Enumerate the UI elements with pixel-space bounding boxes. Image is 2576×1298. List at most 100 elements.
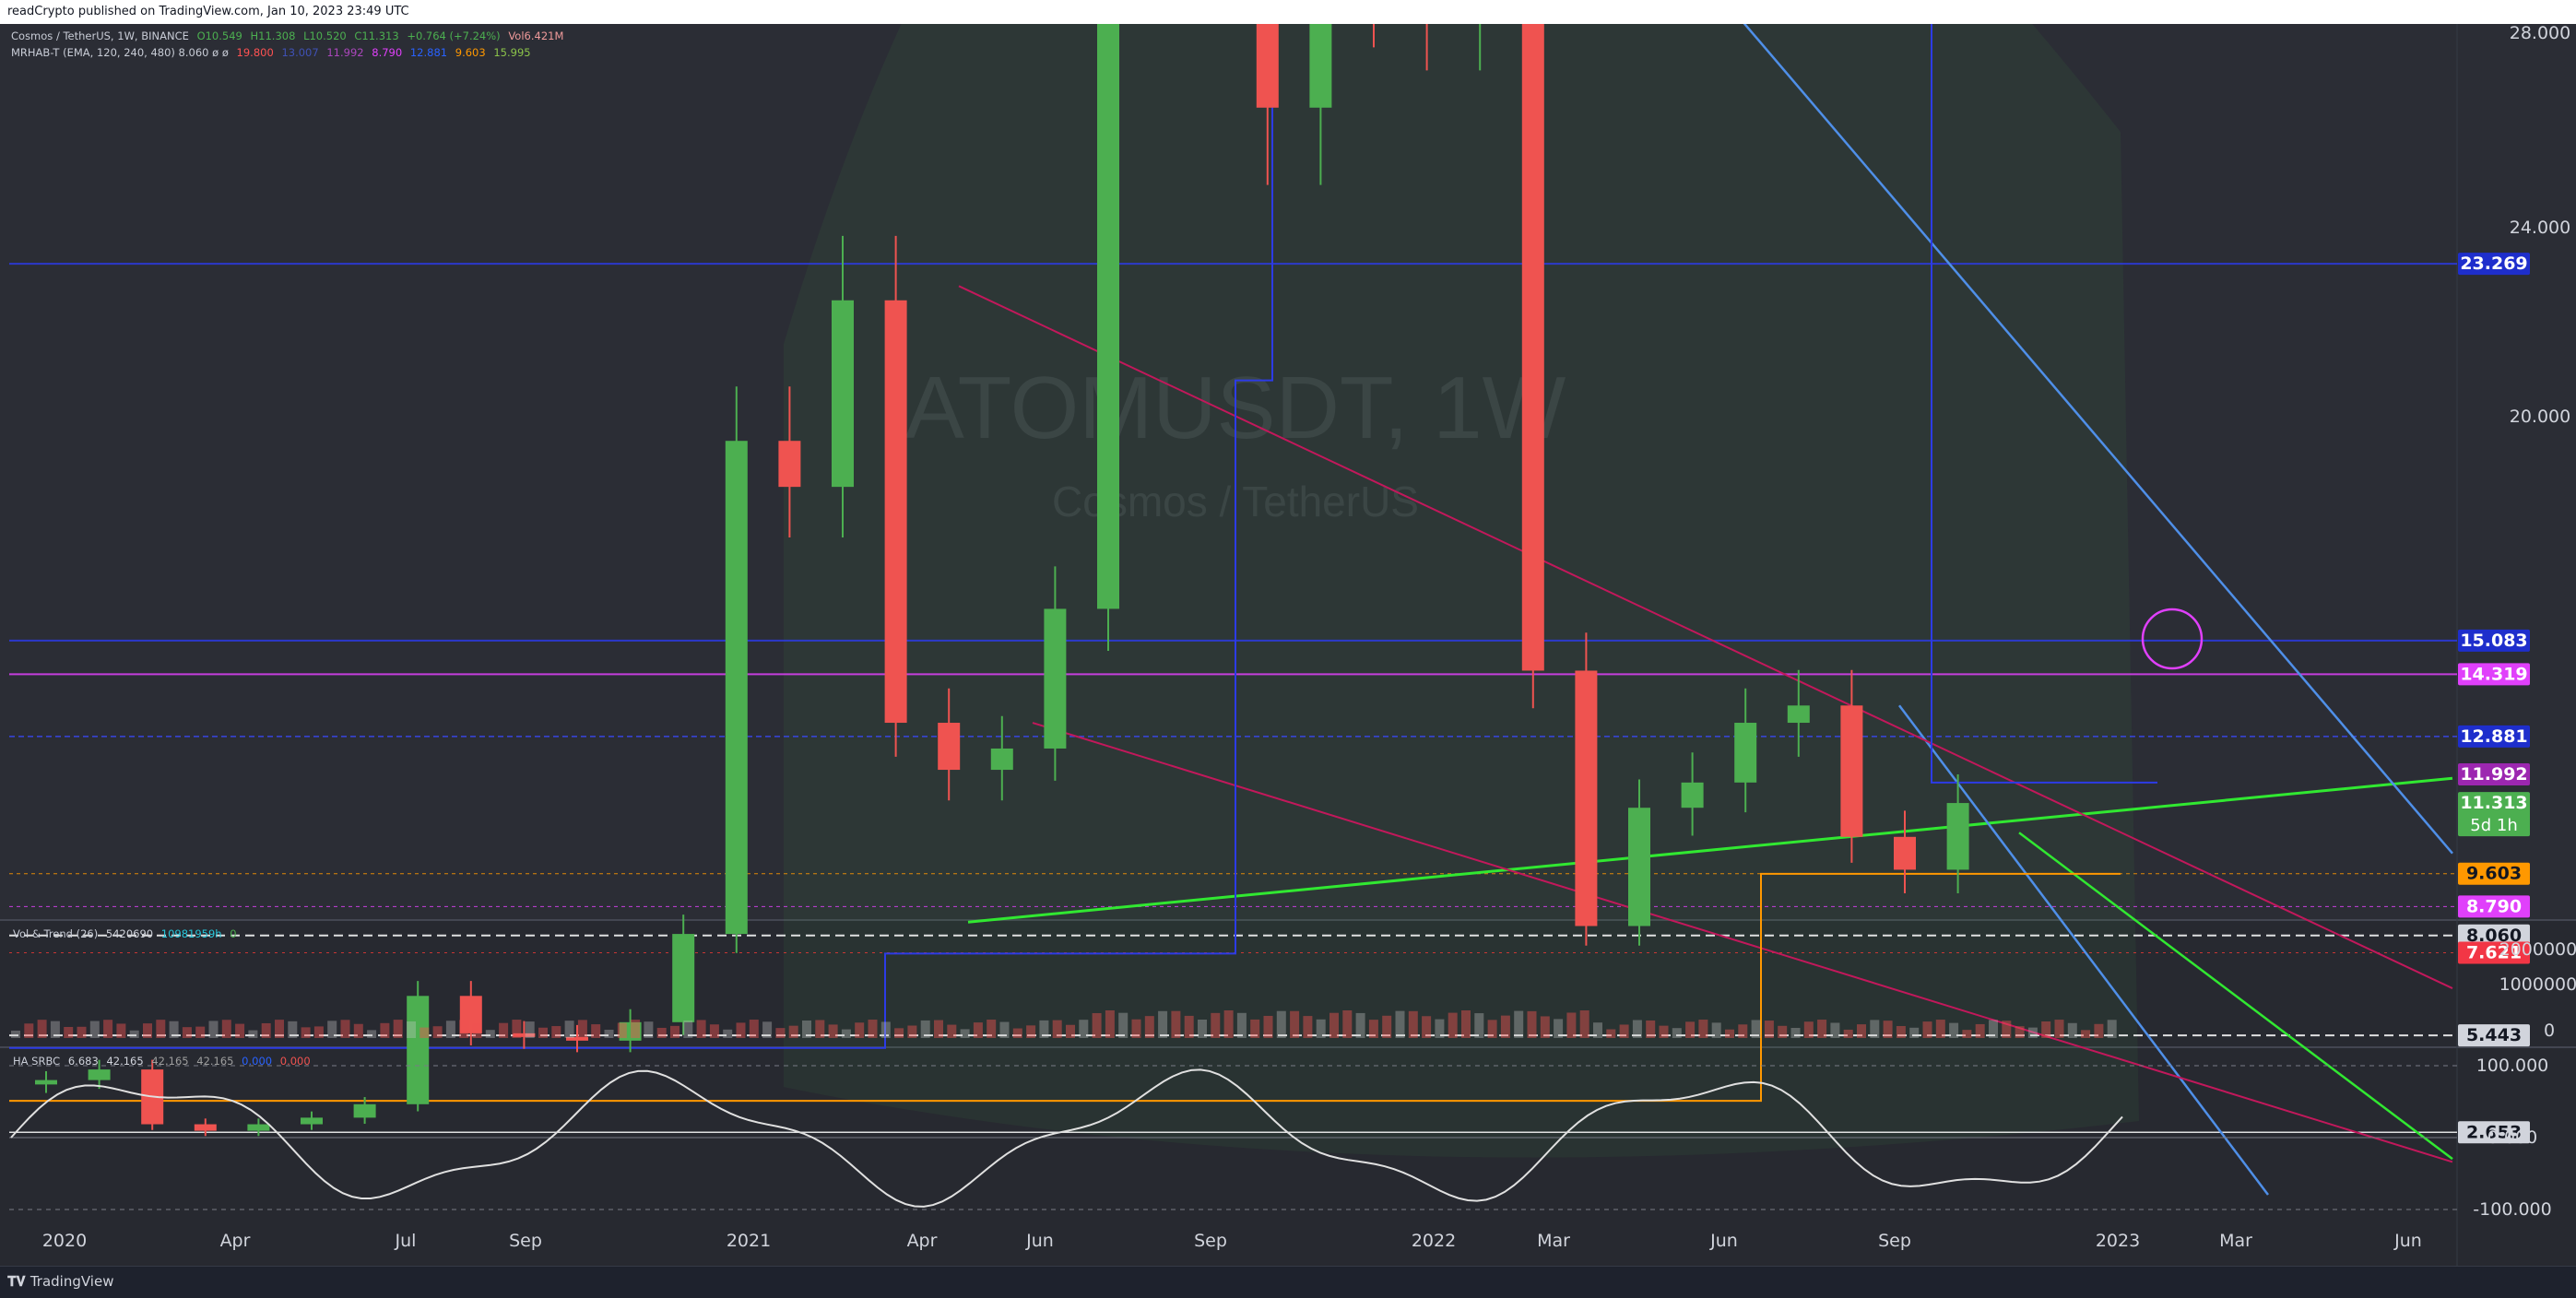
ohlc-high: H11.308 bbox=[250, 30, 296, 42]
trend-line-green bbox=[2018, 832, 2453, 1161]
trend-line-green bbox=[967, 776, 2453, 924]
volume-bar bbox=[512, 1020, 522, 1038]
candle-body bbox=[938, 723, 961, 771]
time-tick-label: Sep bbox=[1878, 1231, 1911, 1251]
price-chart[interactable]: ATOMUSDT, 1WCosmos / TetherUS48.00044.00… bbox=[0, 24, 2576, 1266]
volume-bar bbox=[1659, 1025, 1669, 1038]
volume-bar bbox=[1144, 1016, 1154, 1038]
volume-bar bbox=[275, 1020, 284, 1038]
volume-bar bbox=[235, 1023, 245, 1038]
price-tag-label: 5.443 bbox=[2466, 1025, 2522, 1045]
volume-bar bbox=[1395, 1010, 1405, 1038]
step-line-orange bbox=[9, 872, 2121, 1103]
price-tag bbox=[2458, 895, 2530, 918]
volume-bar bbox=[2015, 1026, 2025, 1038]
volume-bar bbox=[1527, 1010, 1537, 1038]
tradingview-logo[interactable]: 𝐓𝐕 TradingView bbox=[7, 1273, 113, 1290]
time-tick-label: 2021 bbox=[727, 1231, 771, 1251]
indicator-value: 9.603 bbox=[455, 46, 486, 59]
candle-body bbox=[619, 1021, 642, 1041]
volume-bar bbox=[577, 1020, 587, 1038]
volume-bar bbox=[37, 1020, 47, 1038]
price-tag bbox=[2458, 629, 2530, 652]
volume-bar bbox=[1579, 1010, 1589, 1038]
price-tag-label: 9.603 bbox=[2466, 864, 2522, 884]
candle-body bbox=[672, 934, 695, 1022]
volume-bar bbox=[868, 1020, 878, 1038]
price-tag bbox=[2458, 725, 2530, 748]
oscillator-legend: HA SRBC 6.683 42.165 42.165 42.165 0.000… bbox=[13, 1055, 315, 1068]
volume-bar bbox=[1857, 1024, 1866, 1038]
volume-bar bbox=[2027, 1027, 2038, 1038]
volume-bar bbox=[894, 1028, 904, 1038]
volume-bar bbox=[1646, 1020, 1656, 1038]
candle-body bbox=[884, 300, 907, 724]
volume-bar bbox=[1962, 1030, 1972, 1038]
volume-bar bbox=[1989, 1020, 1998, 1038]
circle-marker bbox=[2141, 608, 2204, 670]
volume-bar bbox=[1764, 1021, 1774, 1038]
volume-bar bbox=[1223, 1010, 1234, 1038]
volume-bar bbox=[987, 1020, 997, 1038]
price-tag bbox=[2458, 792, 2530, 837]
volume-bar bbox=[723, 1029, 733, 1038]
price-tag bbox=[2458, 924, 2530, 947]
price-tag-label: 12.881 bbox=[2460, 726, 2527, 747]
volume-bar bbox=[313, 1026, 324, 1038]
candle-body bbox=[778, 441, 801, 488]
volume-bar bbox=[696, 1020, 706, 1038]
volume-bar bbox=[445, 1021, 455, 1038]
volume-bar bbox=[1276, 1010, 1286, 1038]
volume-bar bbox=[1105, 1010, 1115, 1038]
symbol-name[interactable]: Cosmos / TetherUS, 1W, BINANCE bbox=[11, 30, 189, 42]
volume-bar bbox=[736, 1022, 746, 1038]
time-tick-label: Jun bbox=[1709, 1231, 1738, 1251]
tradingview-logo-icon: 𝐓𝐕 bbox=[7, 1273, 30, 1290]
oscillator-line bbox=[10, 1068, 2123, 1208]
volume-indicator-name[interactable]: Vol & Trend (26) bbox=[13, 927, 99, 940]
tradingview-footer: 𝐓𝐕 TradingView bbox=[0, 1266, 2576, 1298]
volume-tick-label: 100000000 bbox=[2499, 974, 2576, 995]
volume-bar bbox=[1368, 1020, 1378, 1038]
volume-bar bbox=[1540, 1016, 1550, 1038]
volume-bar bbox=[221, 1020, 231, 1038]
oscillator-value: 0.000 bbox=[279, 1055, 311, 1068]
volume-legend: Vol & Trend (26) 5420690 10981959h 0 bbox=[13, 927, 242, 940]
indicator-name[interactable]: MRHAB-T (EMA, 120, 240, 480) 8.060 ø ø bbox=[11, 46, 229, 59]
candle-body bbox=[725, 441, 748, 935]
time-tick-label: Mar bbox=[2219, 1231, 2252, 1251]
volume-bar bbox=[802, 1021, 811, 1038]
volume-bar bbox=[973, 1022, 983, 1038]
volume-bar bbox=[77, 1026, 87, 1038]
volume-bar bbox=[1435, 1019, 1445, 1038]
volume-bar bbox=[1922, 1021, 1932, 1038]
oscillator-value: 42.165 bbox=[151, 1055, 189, 1068]
volume-bar bbox=[855, 1022, 865, 1038]
volume-bar bbox=[1935, 1020, 1945, 1038]
volume-bar bbox=[841, 1029, 851, 1038]
volume-bar bbox=[1803, 1021, 1814, 1038]
volume-bar bbox=[1211, 1012, 1221, 1038]
volume-bar bbox=[116, 1023, 126, 1038]
oscillator-name[interactable]: HA SRBC bbox=[13, 1055, 61, 1068]
candle-body bbox=[35, 1080, 57, 1085]
ohlc-change: +0.764 (+7.24%) bbox=[407, 30, 501, 42]
oscillator-value: 6.683 bbox=[67, 1055, 99, 1068]
volume-bar bbox=[525, 1021, 535, 1038]
time-tick-label: 2023 bbox=[2096, 1231, 2140, 1251]
price-tick-label: 20.000 bbox=[2510, 407, 2570, 427]
volume-bar bbox=[301, 1027, 311, 1038]
volume-pane bbox=[0, 920, 2576, 1047]
volume-bar bbox=[103, 1020, 113, 1038]
volume-bar bbox=[1738, 1024, 1748, 1038]
volume-bar bbox=[1290, 1010, 1300, 1038]
volume-bar bbox=[2067, 1022, 2077, 1038]
candle-body bbox=[1309, 24, 1332, 108]
candle-body bbox=[1628, 808, 1650, 926]
volume-bar bbox=[538, 1027, 548, 1038]
volume-bar bbox=[1870, 1020, 1880, 1038]
volume-bar bbox=[1158, 1010, 1168, 1038]
candle-body bbox=[301, 1117, 323, 1125]
oscillator-tick-label: 0.000 bbox=[2487, 1127, 2537, 1148]
volume-bar bbox=[683, 1021, 693, 1038]
